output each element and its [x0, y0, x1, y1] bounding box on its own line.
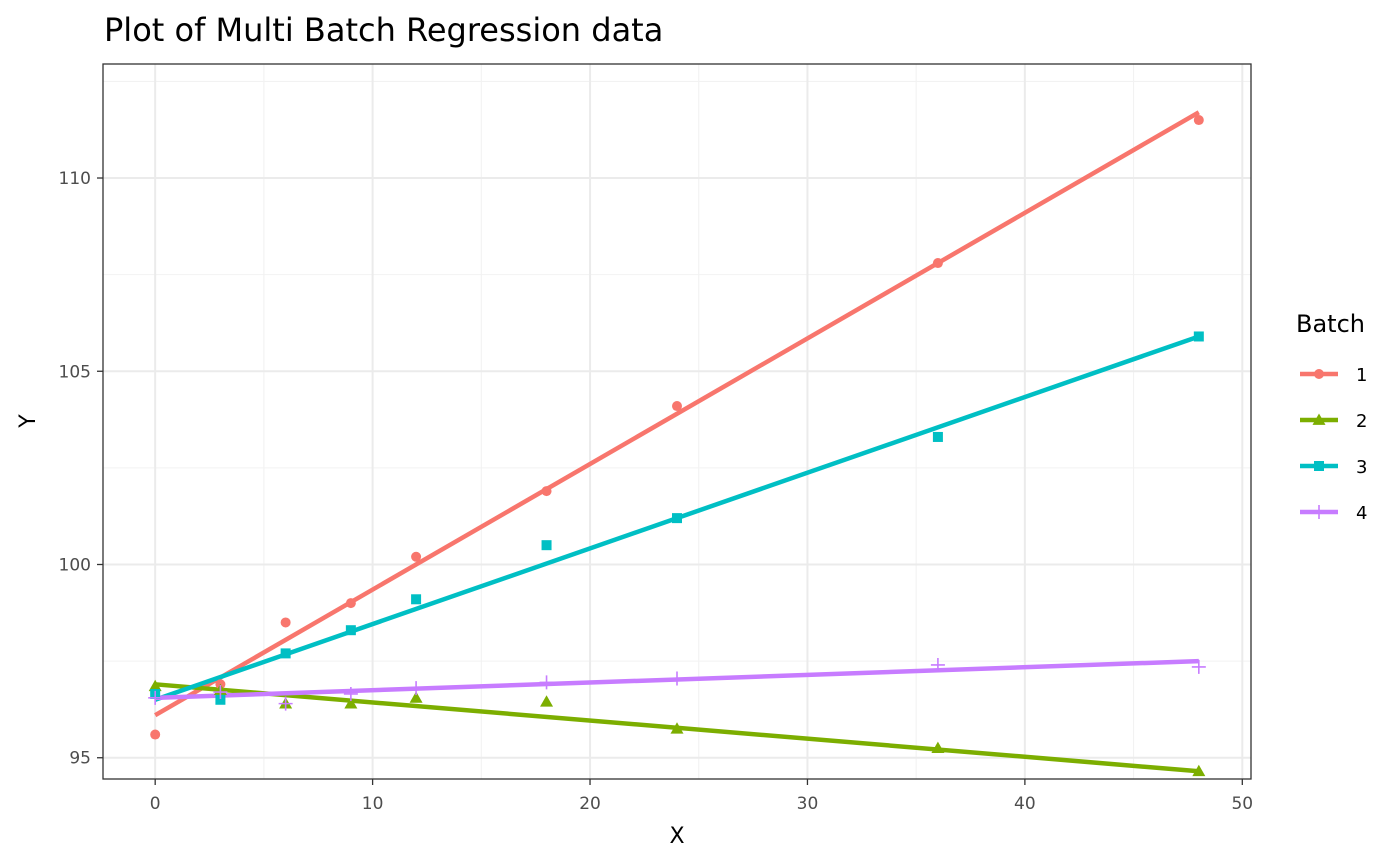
plot-panel — [102, 63, 1252, 780]
point-batch-4 — [539, 675, 554, 690]
point-batch-4 — [670, 671, 684, 686]
point-batch-1 — [672, 401, 682, 412]
point-batch-2 — [1192, 764, 1206, 777]
point-batch-1 — [932, 258, 943, 269]
legend-item-batch-1: 1 — [1300, 365, 1367, 386]
legend-label: 4 — [1356, 503, 1367, 524]
point-batch-1 — [411, 551, 422, 562]
legend: Batch 1 2 3 4 — [1296, 310, 1367, 524]
legend-label: 3 — [1356, 457, 1367, 478]
y-axis: 95 100 105 110 — [59, 169, 103, 769]
point-batch-2 — [148, 679, 162, 692]
y-tick-label: 110 — [59, 169, 91, 189]
x-tick-label: 20 — [579, 794, 601, 814]
panel-border — [102, 63, 1252, 780]
x-axis-title: X — [669, 824, 684, 849]
legend-title: Batch — [1296, 310, 1365, 338]
legend-item-batch-3: 3 — [1300, 457, 1367, 478]
legend-items: 1 2 3 4 — [1300, 365, 1367, 524]
grid-major — [103, 64, 1251, 779]
point-batch-1 — [1193, 115, 1204, 126]
point-batch-2 — [931, 741, 945, 753]
panel-background — [103, 64, 1251, 779]
point-batch-3 — [215, 694, 226, 705]
legend-key-marker — [1312, 505, 1326, 519]
x-axis: 0 10 20 30 40 50 — [150, 779, 1253, 814]
legend-key-marker — [1312, 413, 1326, 425]
point-batch-2 — [409, 691, 423, 703]
chart-title: Plot of Multi Batch Regression data — [104, 11, 663, 49]
legend-label: 1 — [1356, 365, 1367, 386]
point-batch-3 — [672, 513, 682, 524]
point-batch-2 — [540, 695, 554, 707]
point-batch-1 — [541, 486, 552, 497]
point-batch-1 — [150, 729, 161, 740]
y-tick-label: 105 — [59, 362, 91, 382]
point-batch-4 — [213, 685, 228, 700]
point-batch-2 — [344, 697, 358, 709]
point-batch-3 — [541, 540, 552, 551]
legend-key-marker — [1314, 461, 1324, 471]
point-batch-4 — [343, 686, 358, 701]
x-tick-label: 40 — [1014, 794, 1036, 814]
x-tick-label: 30 — [797, 794, 819, 814]
legend-label: 2 — [1356, 411, 1367, 432]
legend-item-batch-2: 2 — [1300, 411, 1367, 432]
point-batch-3 — [280, 648, 291, 659]
x-tick-label: 10 — [362, 794, 384, 814]
x-tick-label: 50 — [1231, 794, 1253, 814]
point-batch-4 — [409, 681, 424, 696]
point-batch-3 — [411, 594, 422, 605]
markers — [148, 115, 1206, 777]
fit-line-batch-1 — [154, 110, 1200, 718]
y-tick-label: 100 — [59, 556, 91, 576]
point-batch-3 — [932, 431, 943, 442]
point-batch-2 — [670, 722, 684, 734]
point-batch-4 — [278, 696, 293, 711]
legend-key-marker — [1314, 369, 1324, 379]
point-batch-3 — [1193, 331, 1204, 342]
point-batch-4 — [1191, 659, 1206, 674]
y-tick-label: 95 — [69, 749, 91, 769]
point-batch-3 — [345, 625, 356, 636]
grid-minor — [103, 64, 1251, 779]
point-batch-1 — [280, 617, 291, 628]
y-axis-title: Y — [16, 414, 41, 429]
point-batch-1 — [345, 598, 356, 609]
point-batch-4 — [148, 690, 163, 705]
legend-item-batch-4: 4 — [1300, 503, 1367, 524]
x-tick-label: 0 — [150, 794, 161, 814]
point-batch-4 — [930, 657, 945, 672]
